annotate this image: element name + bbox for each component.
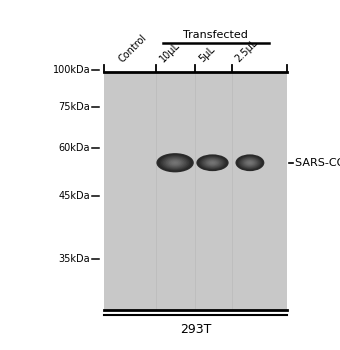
Ellipse shape bbox=[211, 162, 214, 163]
Ellipse shape bbox=[249, 162, 251, 163]
Ellipse shape bbox=[158, 154, 192, 172]
Ellipse shape bbox=[207, 160, 218, 166]
Text: 293T: 293T bbox=[180, 323, 211, 336]
Ellipse shape bbox=[169, 160, 181, 166]
Ellipse shape bbox=[164, 157, 186, 168]
Ellipse shape bbox=[167, 159, 183, 167]
Ellipse shape bbox=[206, 159, 219, 166]
Ellipse shape bbox=[243, 159, 257, 167]
Ellipse shape bbox=[197, 154, 228, 171]
Ellipse shape bbox=[161, 155, 189, 170]
Text: 75kDa: 75kDa bbox=[58, 103, 90, 112]
Ellipse shape bbox=[156, 153, 194, 173]
Ellipse shape bbox=[203, 158, 222, 168]
Ellipse shape bbox=[166, 158, 184, 168]
Text: 10μL: 10μL bbox=[158, 40, 182, 64]
Ellipse shape bbox=[246, 161, 254, 165]
Text: 100kDa: 100kDa bbox=[52, 65, 90, 75]
Text: 2.5μL: 2.5μL bbox=[234, 38, 260, 64]
Ellipse shape bbox=[244, 159, 256, 166]
Ellipse shape bbox=[241, 158, 258, 168]
Text: 5μL: 5μL bbox=[197, 44, 217, 64]
Ellipse shape bbox=[200, 156, 225, 169]
Ellipse shape bbox=[202, 157, 223, 168]
Ellipse shape bbox=[199, 156, 226, 170]
Ellipse shape bbox=[163, 156, 188, 169]
Text: SARS-COV-2 N Protein: SARS-COV-2 N Protein bbox=[295, 158, 340, 168]
Ellipse shape bbox=[235, 154, 265, 171]
Ellipse shape bbox=[172, 161, 178, 164]
Bar bbox=[104, 72, 287, 310]
Text: 60kDa: 60kDa bbox=[58, 143, 90, 153]
Text: 35kDa: 35kDa bbox=[58, 254, 90, 264]
Ellipse shape bbox=[245, 160, 255, 166]
Ellipse shape bbox=[170, 160, 180, 165]
Ellipse shape bbox=[248, 161, 252, 164]
Text: Transfected: Transfected bbox=[184, 30, 248, 40]
Ellipse shape bbox=[159, 155, 191, 171]
Text: Control: Control bbox=[117, 32, 149, 64]
Ellipse shape bbox=[173, 162, 177, 163]
Ellipse shape bbox=[238, 156, 262, 170]
Ellipse shape bbox=[208, 161, 217, 165]
Ellipse shape bbox=[210, 161, 215, 164]
Ellipse shape bbox=[239, 156, 261, 169]
Ellipse shape bbox=[240, 157, 259, 168]
Ellipse shape bbox=[237, 155, 263, 170]
Text: 45kDa: 45kDa bbox=[58, 191, 90, 201]
Ellipse shape bbox=[198, 155, 227, 170]
Ellipse shape bbox=[204, 159, 221, 167]
